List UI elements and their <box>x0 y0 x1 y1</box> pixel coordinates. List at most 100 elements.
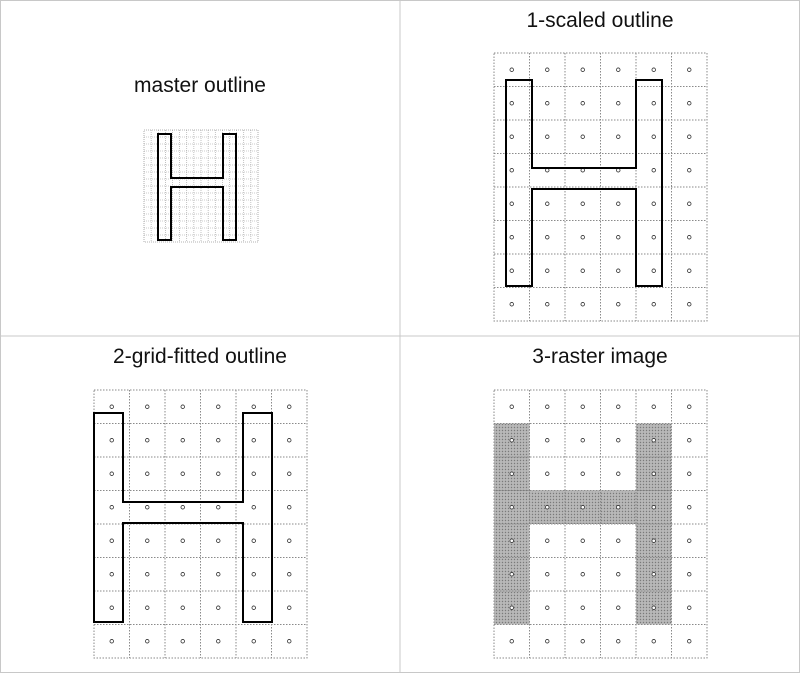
pixel-center-dot <box>687 168 692 173</box>
pixel-center-dot <box>651 67 656 72</box>
pixel-center-dot <box>687 404 692 409</box>
panel-title-master: master outline <box>134 74 266 97</box>
grid-fitted-h-outline <box>93 412 273 623</box>
pixel-center-dot <box>251 471 256 476</box>
pixel-center-dot <box>651 438 656 443</box>
pixel-center-dot <box>651 168 656 173</box>
pixel-center-dot <box>509 505 514 510</box>
pixel-center-dot <box>580 438 585 443</box>
pixel-center-dot <box>509 605 514 610</box>
pixel-center-dot <box>580 101 585 106</box>
pixel-center-dot <box>687 302 692 307</box>
pixel-center-dot <box>287 404 292 409</box>
pixel-center-dot <box>109 538 114 543</box>
pixel-center-dot <box>216 438 221 443</box>
pixel-center-dot <box>545 404 550 409</box>
panel-title-scaled: 1-scaled outline <box>526 9 673 32</box>
pixel-center-dot <box>509 302 514 307</box>
pixel-center-dot <box>145 572 150 577</box>
pixel-center-dot <box>216 605 221 610</box>
panel-title-gridfit: 2-grid-fitted outline <box>113 345 287 368</box>
pixel-center-dot <box>580 538 585 543</box>
pixel-center-dot <box>687 538 692 543</box>
raster-image-panel <box>493 389 708 659</box>
pixel-center-dot <box>509 438 514 443</box>
pixel-center-dot <box>616 302 621 307</box>
pixel-center-dot <box>109 505 114 510</box>
scaled-pixel-grid <box>493 52 708 322</box>
pixel-center-dot <box>687 134 692 139</box>
pixel-center-dot <box>580 505 585 510</box>
pixel-center-dot <box>616 538 621 543</box>
pixel-center-dot <box>687 572 692 577</box>
pixel-center-dot <box>287 471 292 476</box>
pixel-center-dot <box>251 639 256 644</box>
pixel-center-dot <box>145 505 150 510</box>
pixel-center-dot <box>616 639 621 644</box>
pixel-center-dot <box>509 101 514 106</box>
pixel-center-dot <box>509 404 514 409</box>
pixel-center-dot <box>545 201 550 206</box>
pixel-center-dot <box>616 471 621 476</box>
pixel-center-dot <box>287 438 292 443</box>
pixel-center-dot <box>109 639 114 644</box>
pixel-center-dot <box>580 67 585 72</box>
pixel-center-dot <box>216 471 221 476</box>
pixel-center-dot <box>545 639 550 644</box>
pixel-center-dot <box>616 505 621 510</box>
pixel-center-dot <box>251 438 256 443</box>
pixel-center-dot <box>616 134 621 139</box>
pixel-center-dot <box>616 67 621 72</box>
pixel-center-dot <box>545 505 550 510</box>
pixel-center-dot <box>509 471 514 476</box>
pixel-center-dot <box>651 471 656 476</box>
pixel-center-dot <box>545 605 550 610</box>
pixel-center-dot <box>651 268 656 273</box>
pixel-center-dot <box>145 605 150 610</box>
pixel-center-dot <box>509 134 514 139</box>
pixel-center-dot <box>580 268 585 273</box>
pixel-center-dot <box>180 438 185 443</box>
pixel-center-dot <box>580 471 585 476</box>
pixel-center-dot <box>545 134 550 139</box>
pixel-center-dot <box>509 168 514 173</box>
pixel-center-dot <box>545 471 550 476</box>
pixel-center-dot <box>545 67 550 72</box>
pixel-center-dot <box>545 302 550 307</box>
pixel-center-dot <box>687 67 692 72</box>
pixel-center-dot <box>180 404 185 409</box>
pixel-center-dot <box>616 438 621 443</box>
pixel-center-dot <box>180 605 185 610</box>
pixel-center-dot <box>251 538 256 543</box>
pixel-center-dot <box>687 471 692 476</box>
pixel-center-dot <box>180 538 185 543</box>
pixel-center-dot <box>145 538 150 543</box>
pixel-center-dot <box>580 201 585 206</box>
pixel-center-dot <box>180 572 185 577</box>
pixel-center-dot <box>287 538 292 543</box>
pixel-center-dot <box>509 268 514 273</box>
pixel-center-dot <box>545 268 550 273</box>
pixel-center-dot <box>616 101 621 106</box>
pixel-center-dot <box>109 438 114 443</box>
pixel-center-dot <box>687 201 692 206</box>
pixel-center-dot <box>545 538 550 543</box>
pixel-center-dot <box>651 538 656 543</box>
pixel-center-dot <box>180 505 185 510</box>
pixel-center-dot <box>509 67 514 72</box>
scaled-outline-panel <box>493 52 708 322</box>
pixel-center-dot <box>651 134 656 139</box>
pixel-center-dot <box>687 639 692 644</box>
raster-pixel-grid <box>493 389 708 659</box>
pixel-center-dot <box>509 639 514 644</box>
pixel-center-dot <box>251 605 256 610</box>
pixel-center-dot <box>580 235 585 240</box>
pixel-center-dot <box>651 404 656 409</box>
pixel-center-dot <box>287 572 292 577</box>
pixel-center-dot <box>651 235 656 240</box>
pixel-center-dot <box>109 605 114 610</box>
pixel-center-dot <box>687 235 692 240</box>
pixel-center-dot <box>145 404 150 409</box>
